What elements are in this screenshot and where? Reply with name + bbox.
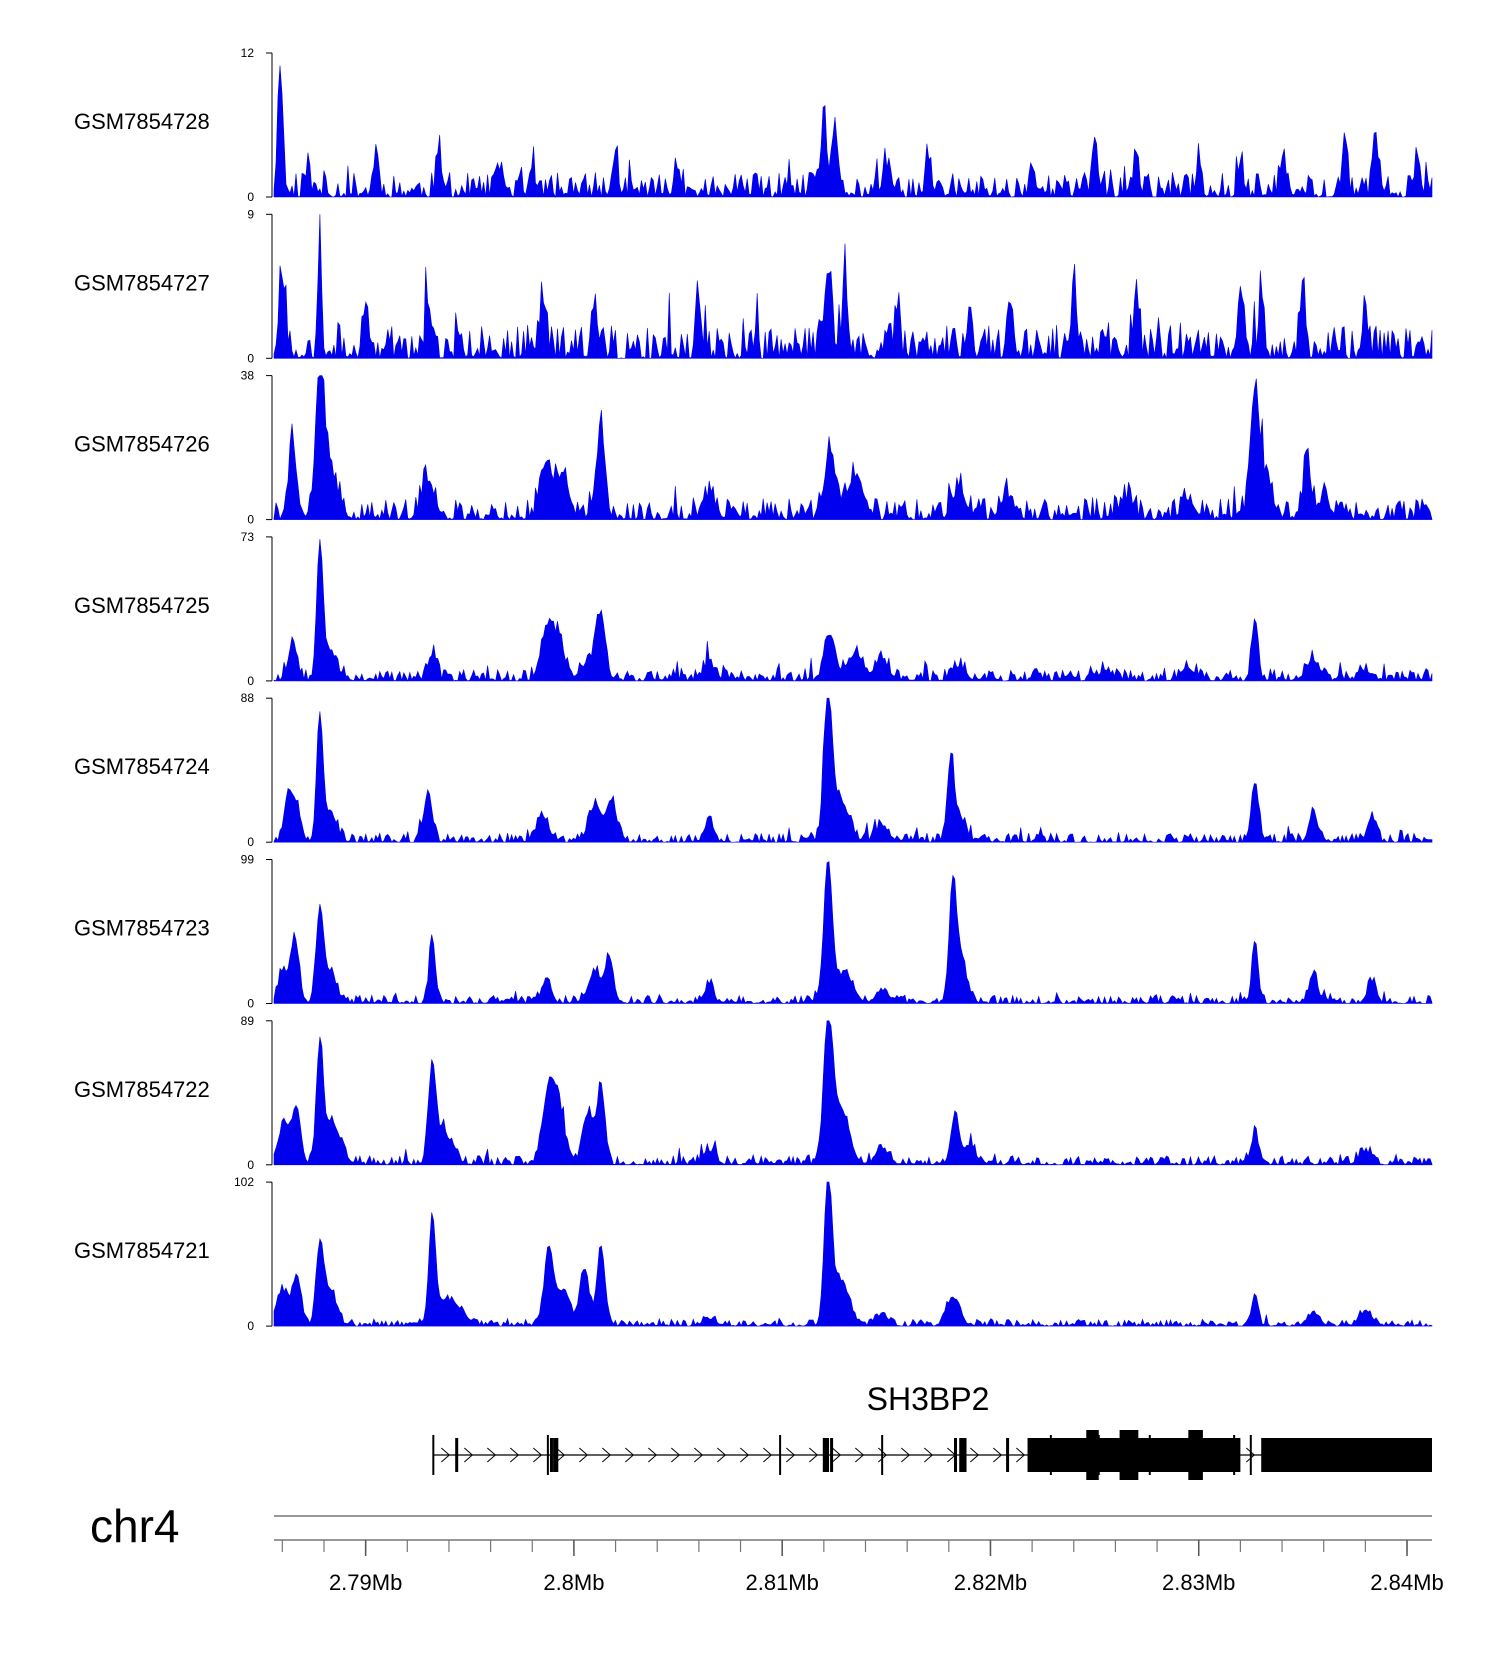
y-axis-min-label: 0	[247, 1319, 254, 1333]
chromosome-label: chr4	[90, 1500, 179, 1552]
genome-axis: chr4 2.79Mb 2.8Mb 2.81Mb 2.82Mb 2.83Mb 2.84Mb	[90, 1500, 1444, 1595]
y-axis-max-label: 88	[241, 691, 255, 705]
track-label: GSM7854726	[74, 432, 210, 457]
strand-arrow	[601, 1447, 612, 1463]
track-GSM7854728: GSM7854728 12 0	[74, 46, 1433, 204]
y-axis-max-label: 73	[241, 530, 255, 544]
strand-arrow	[808, 1447, 819, 1463]
track-label: GSM7854724	[74, 754, 210, 779]
strand-arrow	[532, 1447, 543, 1463]
y-axis-max-label: 99	[241, 853, 255, 867]
track-GSM7854722: GSM7854722 89 0	[74, 1014, 1433, 1172]
strand-arrow	[486, 1447, 497, 1463]
strand-arrow	[900, 1447, 911, 1463]
strand-arrow	[785, 1447, 796, 1463]
track-label: GSM7854728	[74, 109, 210, 134]
y-axis-min-label: 0	[247, 997, 254, 1011]
coverage-tracks: GSM7854728120GSM785472790GSM7854726380GS…	[74, 46, 1433, 1333]
axis-tick-label: 2.82Mb	[954, 1570, 1027, 1595]
strand-arrow	[578, 1447, 589, 1463]
strand-arrow	[693, 1447, 704, 1463]
strand-arrow	[670, 1447, 681, 1463]
strand-arrow	[624, 1447, 635, 1463]
strand-arrow	[877, 1447, 888, 1463]
track-GSM7854723: GSM7854723 99 0	[74, 853, 1433, 1011]
track-label: GSM7854727	[74, 270, 210, 295]
track-GSM7854727: GSM7854727 9 0	[74, 207, 1433, 365]
track-GSM7854726: GSM7854726 38 0	[74, 369, 1433, 527]
axis-tick-label: 2.8Mb	[543, 1570, 604, 1595]
exon-block	[954, 1438, 958, 1472]
track-label: GSM7854725	[74, 593, 210, 618]
strand-arrow	[969, 1447, 980, 1463]
strand-arrow	[509, 1447, 520, 1463]
strand-arrow	[647, 1447, 658, 1463]
coverage-area	[273, 214, 1433, 360]
coverage-area	[273, 539, 1433, 682]
exon-block	[822, 1438, 830, 1472]
coverage-area	[273, 1020, 1433, 1166]
axis-tick-label: 2.81Mb	[745, 1570, 818, 1595]
exon-block	[549, 1438, 553, 1472]
coverage-area	[273, 697, 1433, 844]
exon-block	[455, 1438, 459, 1472]
coverage-area	[273, 861, 1433, 1005]
y-axis-max-label: 12	[241, 46, 255, 60]
exon-block	[1006, 1438, 1010, 1472]
exon-block	[1261, 1438, 1432, 1472]
y-axis-max-label: 102	[234, 1175, 254, 1189]
coverage-area	[273, 375, 1433, 521]
gene-track: SH3BP2	[432, 1381, 1432, 1480]
coverage-area	[273, 1181, 1433, 1328]
strand-arrow	[1246, 1447, 1256, 1463]
track-label: GSM7854722	[74, 1077, 210, 1102]
strand-arrow	[831, 1447, 842, 1463]
track-label: GSM7854723	[74, 916, 210, 941]
axis-tick-label: 2.83Mb	[1162, 1570, 1235, 1595]
y-axis-min-label: 0	[247, 513, 254, 527]
exon-block	[1037, 1438, 1241, 1472]
y-axis-max-label: 9	[247, 207, 254, 221]
strand-arrow	[854, 1447, 865, 1463]
y-axis-max-label: 89	[241, 1014, 255, 1028]
strand-arrow	[739, 1447, 750, 1463]
axis-tick-label: 2.79Mb	[329, 1570, 402, 1595]
y-axis-min-label: 0	[247, 1158, 254, 1172]
gene-name-label: SH3BP2	[867, 1381, 990, 1417]
y-axis-max-label: 38	[241, 369, 255, 383]
coverage-area	[273, 65, 1433, 199]
axis-tick-label: 2.84Mb	[1370, 1570, 1443, 1595]
exon-block	[959, 1438, 967, 1472]
strand-arrow	[762, 1447, 773, 1463]
y-axis-min-label: 0	[247, 351, 254, 365]
strand-arrow	[555, 1447, 566, 1463]
y-axis-min-label: 0	[247, 674, 254, 688]
y-axis-min-label: 0	[247, 190, 254, 204]
strand-arrow	[716, 1447, 727, 1463]
exon-block	[553, 1438, 559, 1472]
strand-arrow	[463, 1447, 474, 1463]
strand-arrow	[440, 1447, 451, 1463]
y-axis-min-label: 0	[247, 835, 254, 849]
strand-arrow	[923, 1447, 934, 1463]
exon-block	[1044, 1438, 1048, 1472]
exon-block	[830, 1438, 834, 1472]
track-GSM7854721: GSM7854721 102 0	[74, 1175, 1433, 1333]
track-label: GSM7854721	[74, 1238, 210, 1263]
track-GSM7854725: GSM7854725 73 0	[74, 530, 1433, 688]
track-GSM7854724: GSM7854724 88 0	[74, 691, 1433, 849]
strand-arrow	[1016, 1447, 1026, 1463]
strand-arrow	[992, 1447, 1003, 1463]
